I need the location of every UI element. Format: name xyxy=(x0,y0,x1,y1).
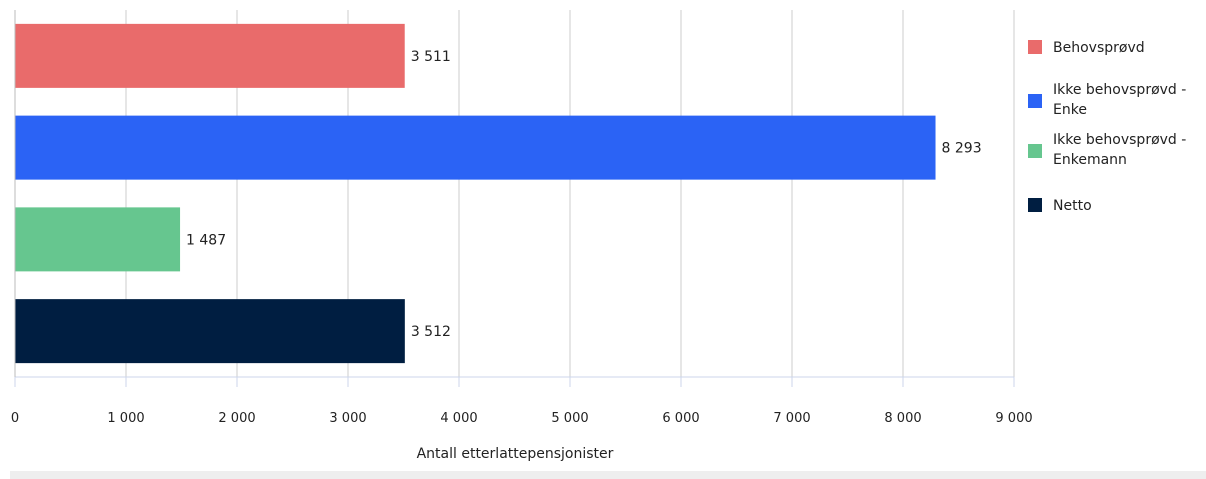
x-axis: 0 1 000 2 000 3 000 4 000 5 000 6 000 7 000 8 00… xyxy=(11,10,1033,426)
legend-label: Netto xyxy=(1053,198,1092,214)
legend-swatch xyxy=(1028,144,1042,158)
x-axis-title: Antall etterlattepensjonister xyxy=(417,446,614,462)
legend-label: Behovsprøvd xyxy=(1053,40,1145,56)
x-tick-label: 7 000 xyxy=(773,411,810,426)
legend-item[interactable]: Ikke behovsprøvd - Enke xyxy=(1028,82,1186,118)
legend-item[interactable]: Ikke behovsprøvd - Enkemann xyxy=(1028,132,1186,168)
bar[interactable] xyxy=(15,299,405,364)
value-labels: 3 511 8 293 1 487 3 512 xyxy=(186,49,982,340)
bottom-strip xyxy=(10,471,1206,479)
bar[interactable] xyxy=(15,115,936,180)
x-tick-label: 2 000 xyxy=(218,411,255,426)
x-tick-label: 9 000 xyxy=(995,411,1032,426)
legend-label: Ikke behovsprøvd - xyxy=(1053,82,1186,98)
x-tick-label: 4 000 xyxy=(440,411,477,426)
bar[interactable] xyxy=(15,207,181,272)
bar[interactable] xyxy=(15,23,405,88)
legend-swatch xyxy=(1028,40,1042,54)
legend-label: Ikke behovsprøvd - xyxy=(1053,132,1186,148)
legend-label: Enkemann xyxy=(1053,152,1127,168)
legend-item[interactable]: Netto xyxy=(1028,198,1092,214)
legend-item[interactable]: Behovsprøvd xyxy=(1028,40,1145,56)
x-tick-label: 3 000 xyxy=(329,411,366,426)
legend-swatch xyxy=(1028,198,1042,212)
x-tick-label: 5 000 xyxy=(551,411,588,426)
legend-label: Enke xyxy=(1053,102,1087,118)
bar-value-label: 1 487 xyxy=(186,232,226,248)
bar-value-label: 8 293 xyxy=(942,141,982,157)
legend-swatch xyxy=(1028,94,1042,108)
bars xyxy=(15,23,936,364)
bar-value-label: 3 511 xyxy=(411,49,451,65)
x-tick-label: 6 000 xyxy=(662,411,699,426)
x-tick-label: 0 xyxy=(11,411,19,426)
x-tick-label: 1 000 xyxy=(107,411,144,426)
x-tick-label: 8 000 xyxy=(884,411,921,426)
bar-value-label: 3 512 xyxy=(411,324,451,340)
